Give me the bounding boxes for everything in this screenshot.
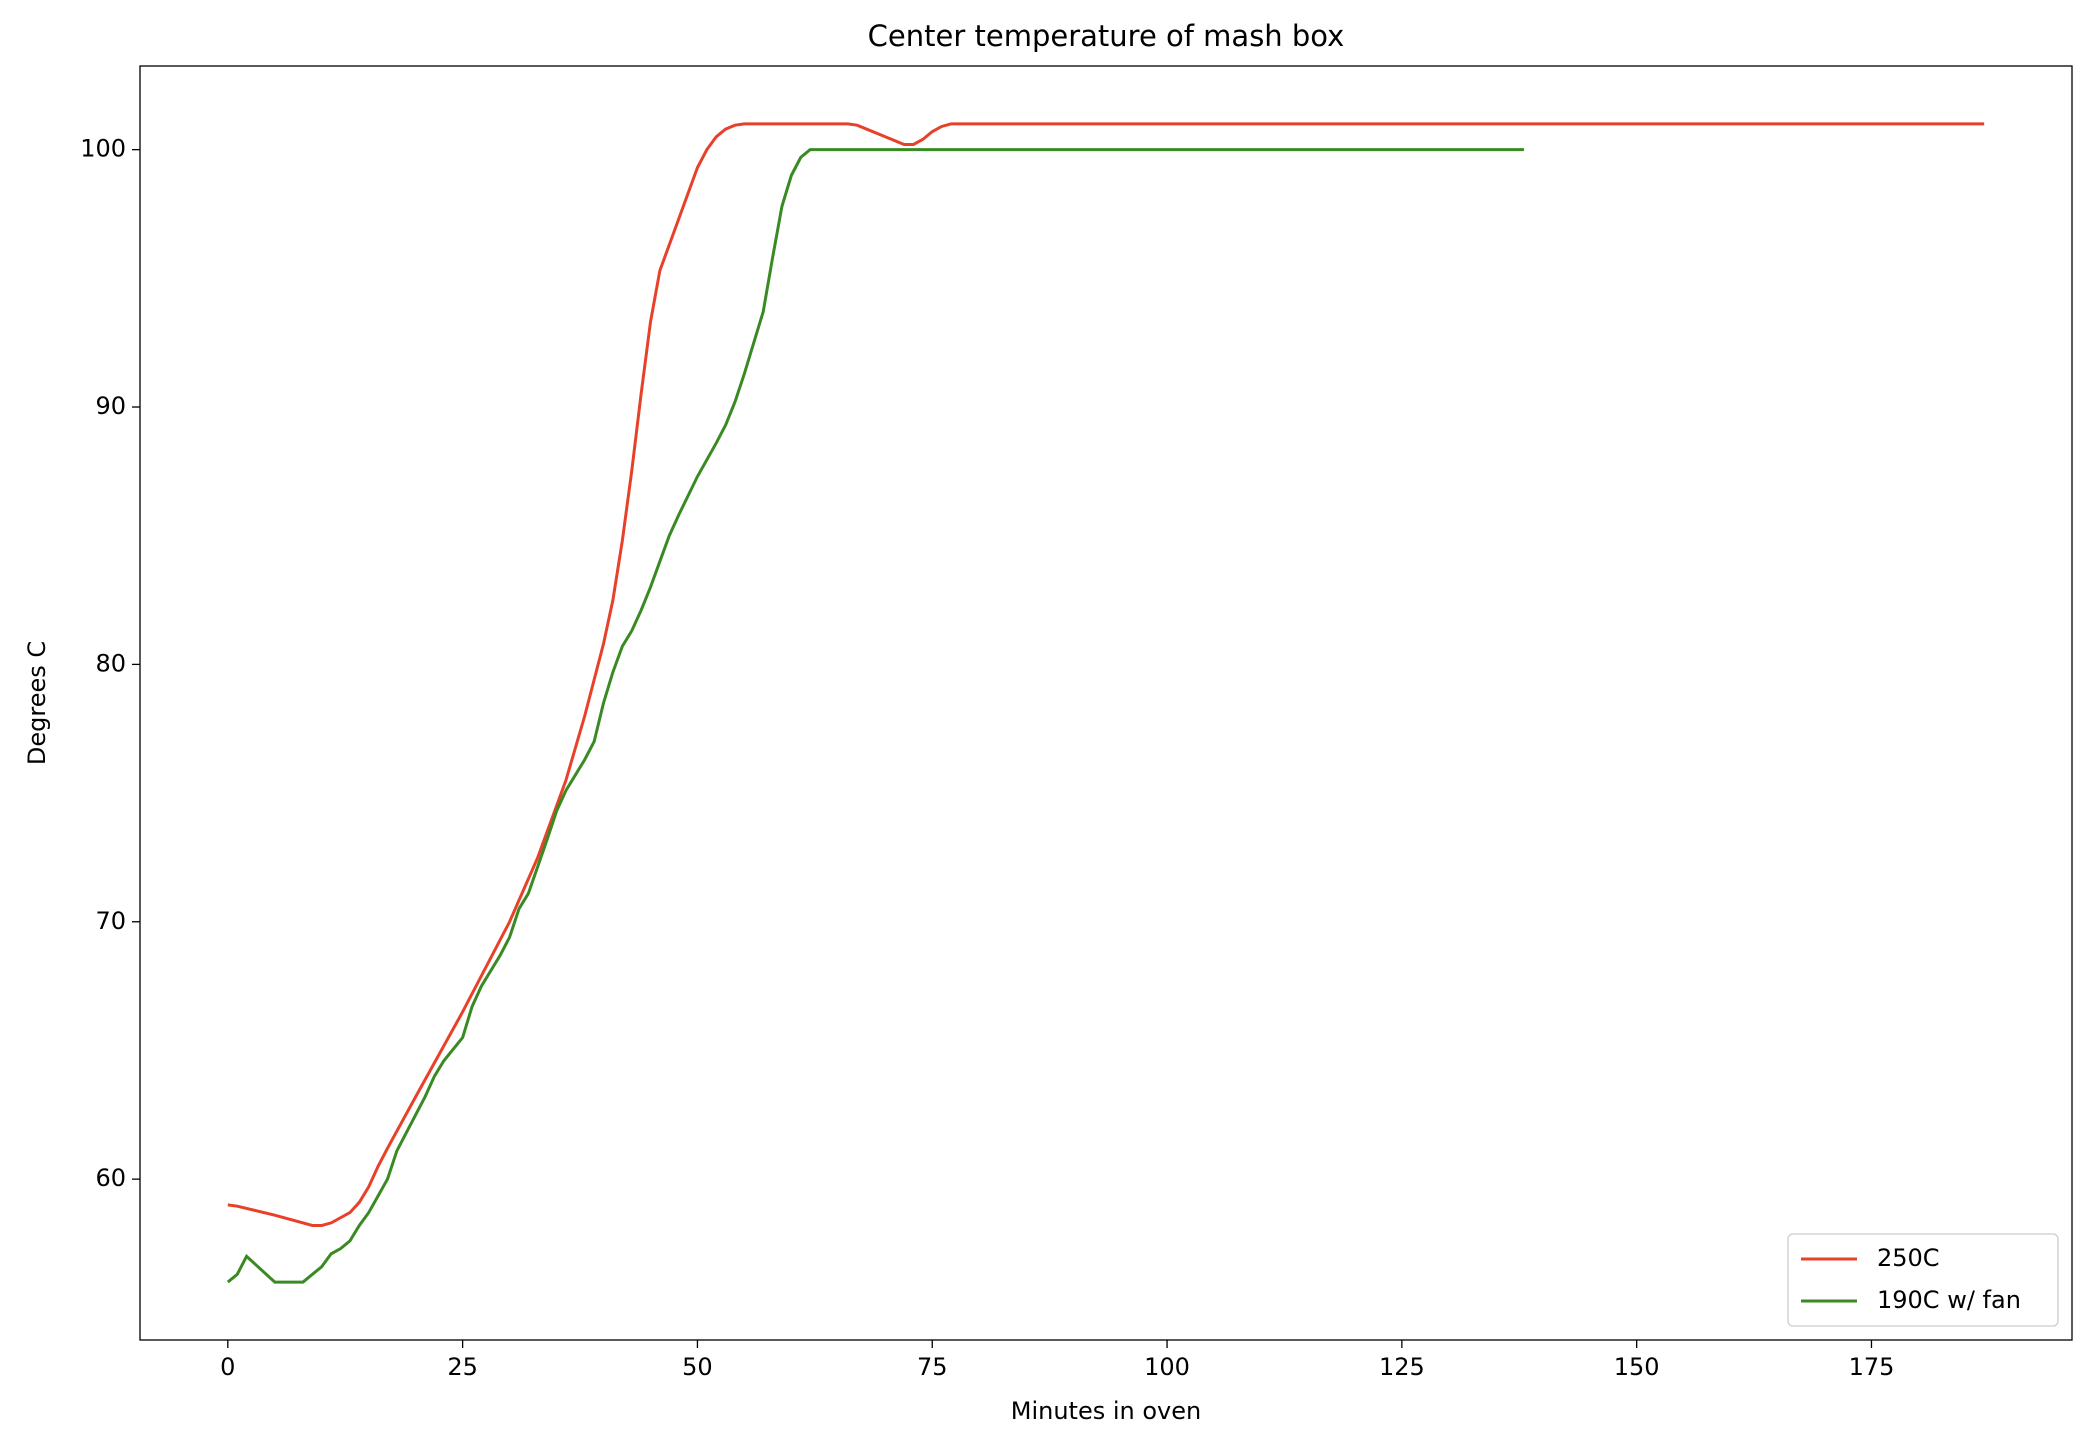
x-tick-label: 100 <box>1144 1353 1190 1381</box>
line-series <box>227 122 1985 1227</box>
plot-frame <box>139 65 2073 1341</box>
y-axis-label: Degrees C <box>23 641 51 765</box>
x-tick-label: 150 <box>1614 1353 1660 1381</box>
chart-title: Center temperature of mash box <box>868 19 1345 53</box>
y-tick-label: 80 <box>95 649 126 677</box>
y-tick-label: 70 <box>95 907 126 935</box>
legend-label: 190C w/ fan <box>1877 1286 2021 1314</box>
y-tick-label: 90 <box>95 392 126 420</box>
x-tick-label: 125 <box>1379 1353 1425 1381</box>
x-tick-label: 0 <box>220 1353 235 1381</box>
x-tick-label: 75 <box>917 1353 948 1381</box>
y-tick-label: 60 <box>95 1164 126 1192</box>
x-tick-label: 50 <box>682 1353 713 1381</box>
line-series <box>226 148 1524 1284</box>
legend-box <box>1787 1233 2059 1327</box>
x-tick-label: 175 <box>1849 1353 1895 1381</box>
y-tick-label: 100 <box>80 135 126 163</box>
legend-label: 250C <box>1877 1244 1940 1272</box>
x-axis-label: Minutes in oven <box>1011 1397 1201 1425</box>
x-tick-label: 25 <box>447 1353 478 1381</box>
